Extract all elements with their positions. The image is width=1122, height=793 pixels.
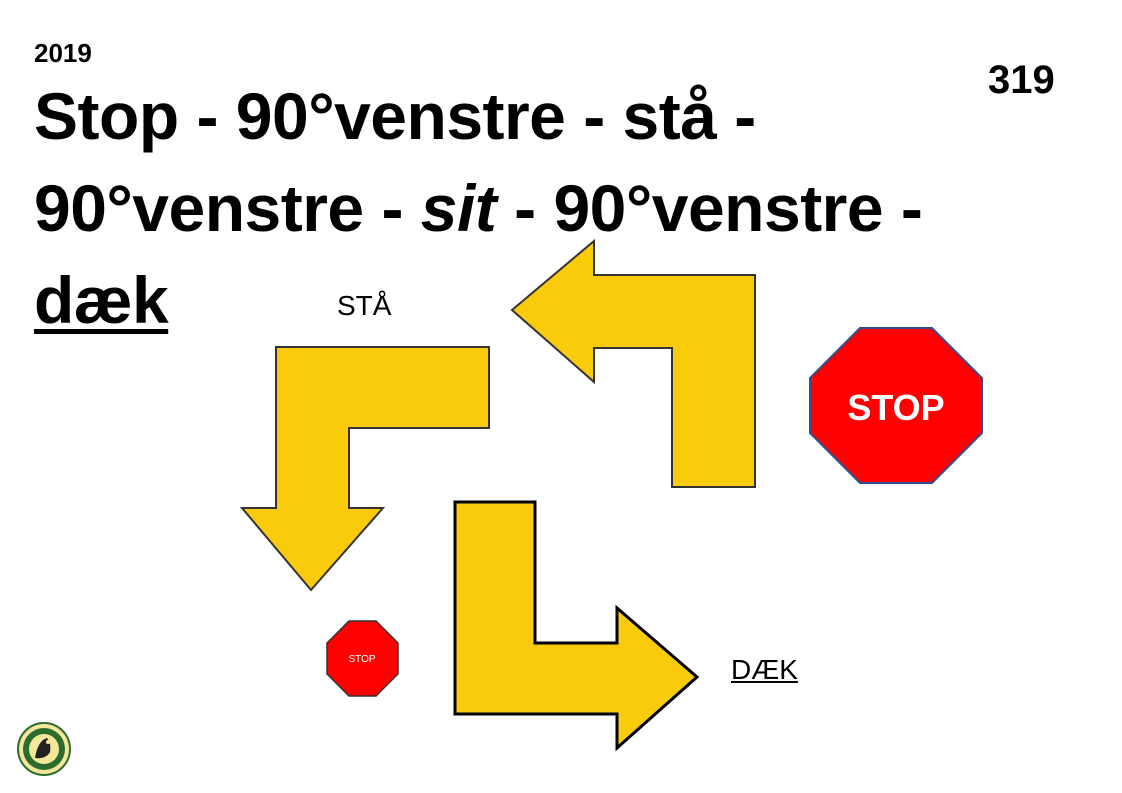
title-line-2: 90°venstre - sit - 90°venstre - <box>34 170 923 246</box>
stop-sign-small-icon <box>326 620 399 697</box>
down-turn-arrow-icon <box>239 346 490 592</box>
exercise-number: 319 <box>988 58 1055 102</box>
club-logo-icon <box>17 722 71 776</box>
title-sit-word: sit <box>420 171 497 245</box>
stop-sign-icon <box>809 327 983 484</box>
right-turn-arrow-icon <box>453 500 700 752</box>
stop-sign-big-text: STOP <box>847 387 944 428</box>
title-line-2-part-1: 90°venstre - <box>34 171 421 245</box>
title-line-2-part-3: - 90°venstre - <box>496 171 923 245</box>
label-daek: DÆK <box>731 654 798 685</box>
left-turn-arrow-icon <box>510 238 756 488</box>
label-sta: STÅ <box>337 290 392 321</box>
title-line-3: dæk <box>34 263 169 337</box>
year-label: 2019 <box>34 38 92 68</box>
title-line-1: Stop - 90°venstre - stå - <box>34 79 756 153</box>
stop-sign-small-text: STOP <box>348 654 375 665</box>
